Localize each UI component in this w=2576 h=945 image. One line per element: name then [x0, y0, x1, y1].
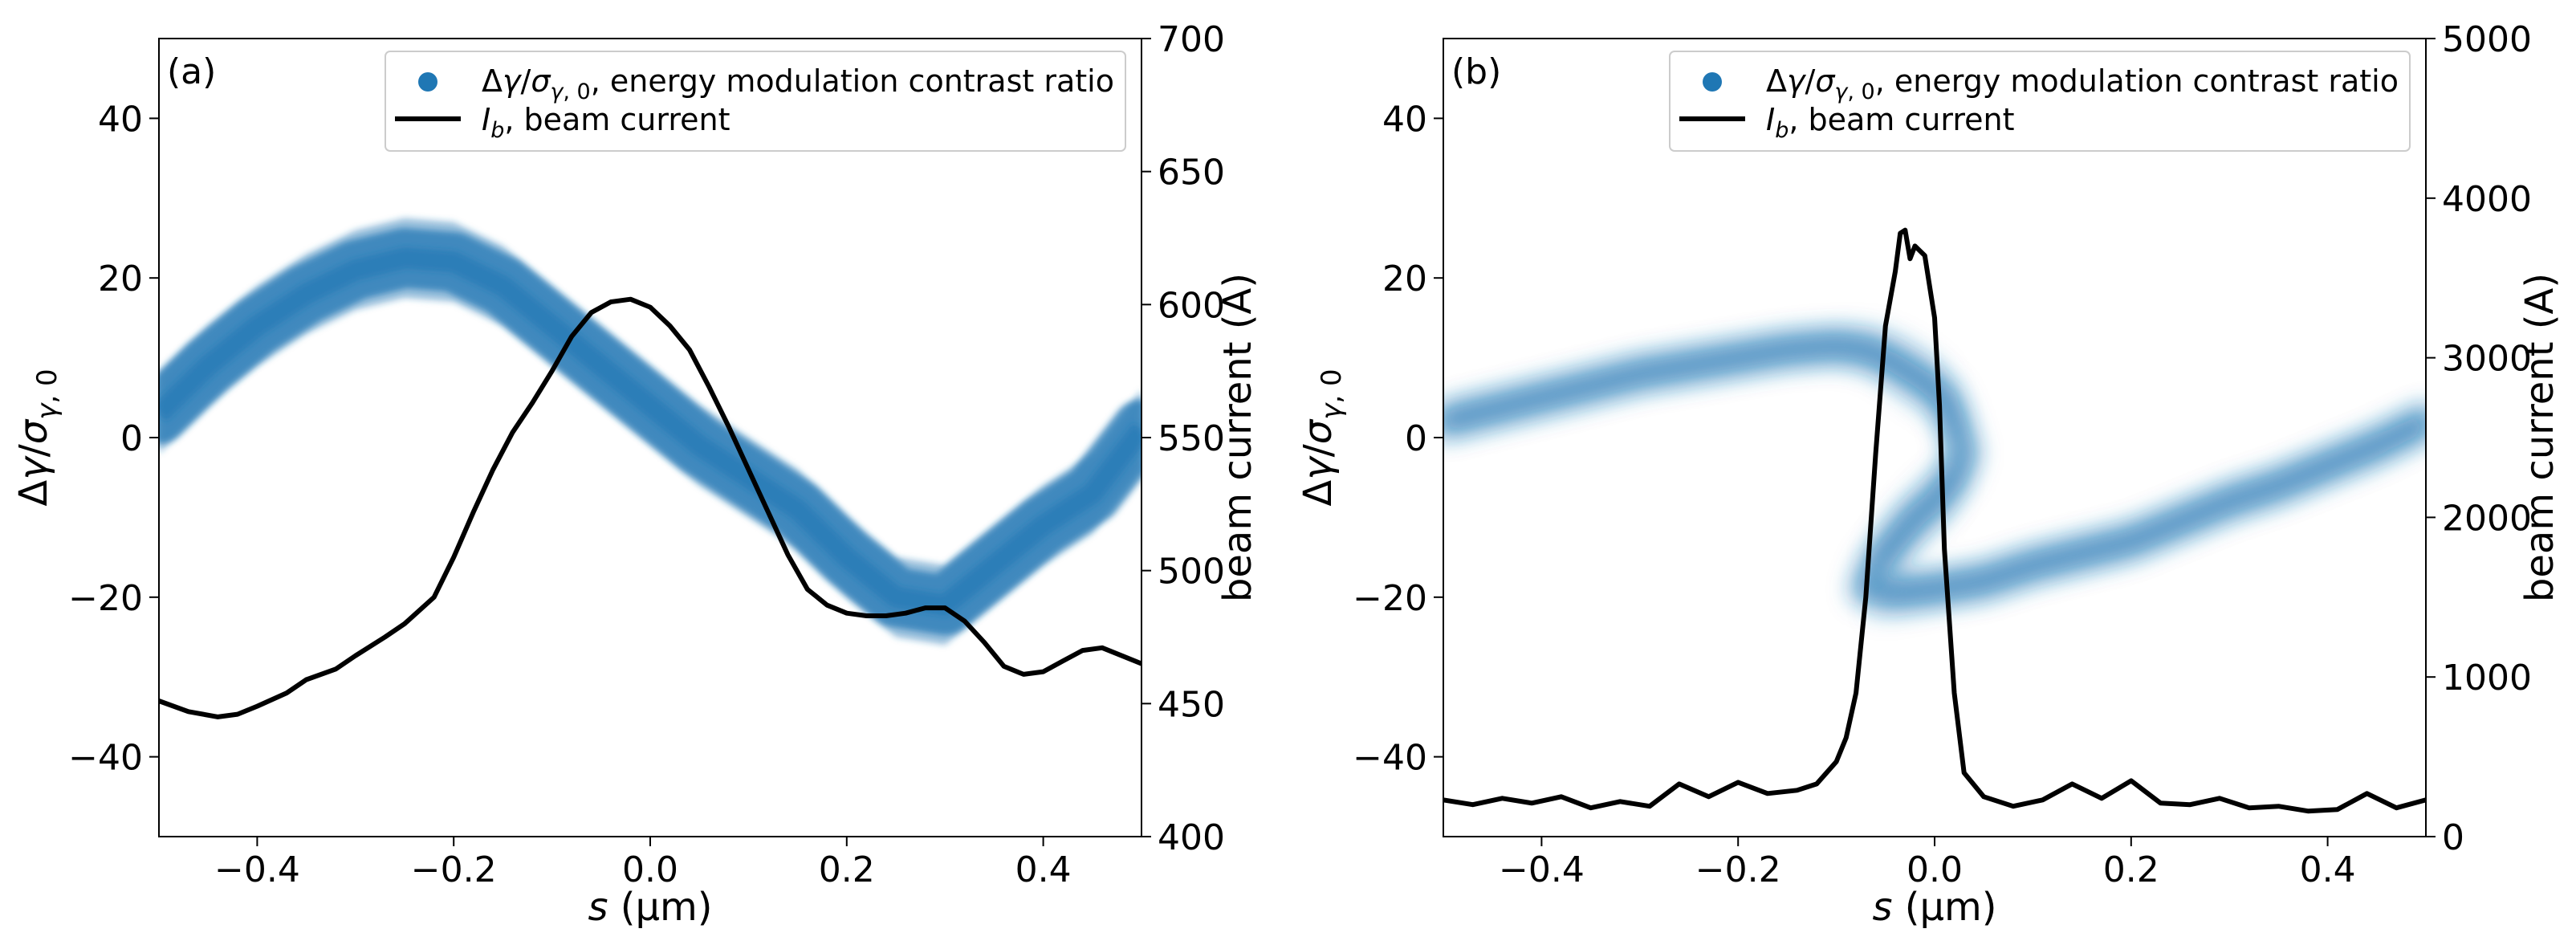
y-tick-label: −20 — [68, 578, 143, 619]
x-tick-label: −0.4 — [1499, 849, 1585, 890]
y2-tick-label: 400 — [1158, 817, 1225, 858]
beam-current-line-b — [1443, 227, 2426, 814]
x-ticks-b: −0.4 −0.2 0.0 0.2 0.4 — [1499, 837, 2356, 890]
y2-tick-label: 450 — [1158, 684, 1225, 725]
y2-tick-label: 550 — [1158, 418, 1225, 459]
y-tick-label: 0 — [120, 418, 143, 459]
legend-frame-b — [1669, 51, 2411, 152]
y-tick-label: 20 — [98, 259, 143, 299]
y-axis-label-a: Δγ/σγ, 0 — [11, 369, 63, 506]
x-tick-label: 0.4 — [1015, 849, 1072, 890]
x-axis-label-b: s (μm) — [1872, 885, 1996, 930]
y-tick-label: 0 — [1405, 418, 1427, 459]
y-ticks-b: −40 −20 0 20 40 — [1353, 99, 1443, 779]
beam-current-line-a — [159, 296, 1141, 719]
beam-current-path — [1443, 227, 2426, 814]
legend-entry-line-a: Ib, beam current — [482, 102, 730, 143]
x-tick-label: 0.2 — [819, 849, 875, 890]
y2-tick-label: 2000 — [2442, 498, 2532, 539]
legend-a: Δγ/σγ, 0, energy modulation contrast rat… — [385, 51, 1126, 152]
legend-entry-scatter-b: Δγ/σγ, 0, energy modulation contrast rat… — [1766, 63, 2399, 104]
x-axis-label-a: s (μm) — [588, 885, 712, 930]
y2-tick-label: 1000 — [2442, 658, 2532, 699]
x-tick-label: −0.2 — [411, 849, 497, 890]
legend-marker-scatter-a — [418, 72, 437, 92]
y2-tick-label: 600 — [1158, 285, 1225, 326]
legend-marker-scatter-b — [1703, 72, 1722, 92]
panel-label-a: (a) — [167, 51, 216, 92]
x-tick-label: −0.2 — [1695, 849, 1781, 890]
legend-entry-line-b: Ib, beam current — [1766, 102, 2014, 143]
y2-tick-label: 4000 — [2442, 179, 2532, 220]
y2-ticks-b: 0 1000 2000 3000 4000 5000 — [2426, 19, 2532, 858]
x-tick-label: −0.4 — [214, 849, 300, 890]
x-tick-label: 0.0 — [1907, 849, 1963, 890]
x-ticks-a: −0.4 −0.2 0.0 0.2 0.4 — [214, 837, 1072, 890]
plot-area-b — [1443, 39, 2426, 837]
legend-frame-a — [385, 51, 1126, 152]
scatter-band-halo — [1443, 325, 2426, 617]
x-tick-label: 0.0 — [622, 849, 678, 890]
y2-tick-label: 650 — [1158, 153, 1225, 193]
legend-b: Δγ/σγ, 0, energy modulation contrast rat… — [1669, 51, 2411, 152]
y2-ticks-a: 400 450 500 550 600 650 700 — [1141, 19, 1225, 858]
y2-tick-label: 3000 — [2442, 339, 2532, 380]
panel-label-b: (b) — [1451, 51, 1501, 92]
y-tick-label: −20 — [1353, 578, 1427, 619]
panel-a: −0.4 −0.2 0.0 0.2 0.4 −40 −20 0 20 40 400 450 500 5… — [11, 19, 1260, 930]
y-tick-label: −40 — [1353, 738, 1427, 779]
y-tick-label: 20 — [1382, 259, 1427, 299]
x-tick-label: 0.2 — [2103, 849, 2159, 890]
scatter-band-density — [159, 247, 1141, 616]
x-tick-label: 0.4 — [2300, 849, 2356, 890]
y-tick-label: −40 — [68, 738, 143, 779]
y2-tick-label: 0 — [2442, 817, 2464, 858]
y2-axis-label-b: beam current (A) — [2517, 273, 2562, 602]
panel-b: −0.4 −0.2 0.0 0.2 0.4 −40 −20 0 20 40 0 1000 2000 3… — [1296, 19, 2562, 930]
y-ticks-a: −40 −20 0 20 40 — [68, 99, 159, 779]
y2-tick-label: 5000 — [2442, 19, 2532, 60]
y2-tick-label: 500 — [1158, 552, 1225, 593]
beam-current-path — [159, 296, 1141, 719]
y2-axis-label-a: beam current (A) — [1215, 273, 1260, 602]
energy-modulation-band-a — [159, 218, 1141, 646]
y2-tick-label: 700 — [1158, 19, 1225, 60]
y-tick-label: 40 — [98, 99, 143, 140]
y-tick-label: 40 — [1382, 99, 1427, 140]
y-axis-label-b: Δγ/σγ, 0 — [1296, 369, 1348, 506]
